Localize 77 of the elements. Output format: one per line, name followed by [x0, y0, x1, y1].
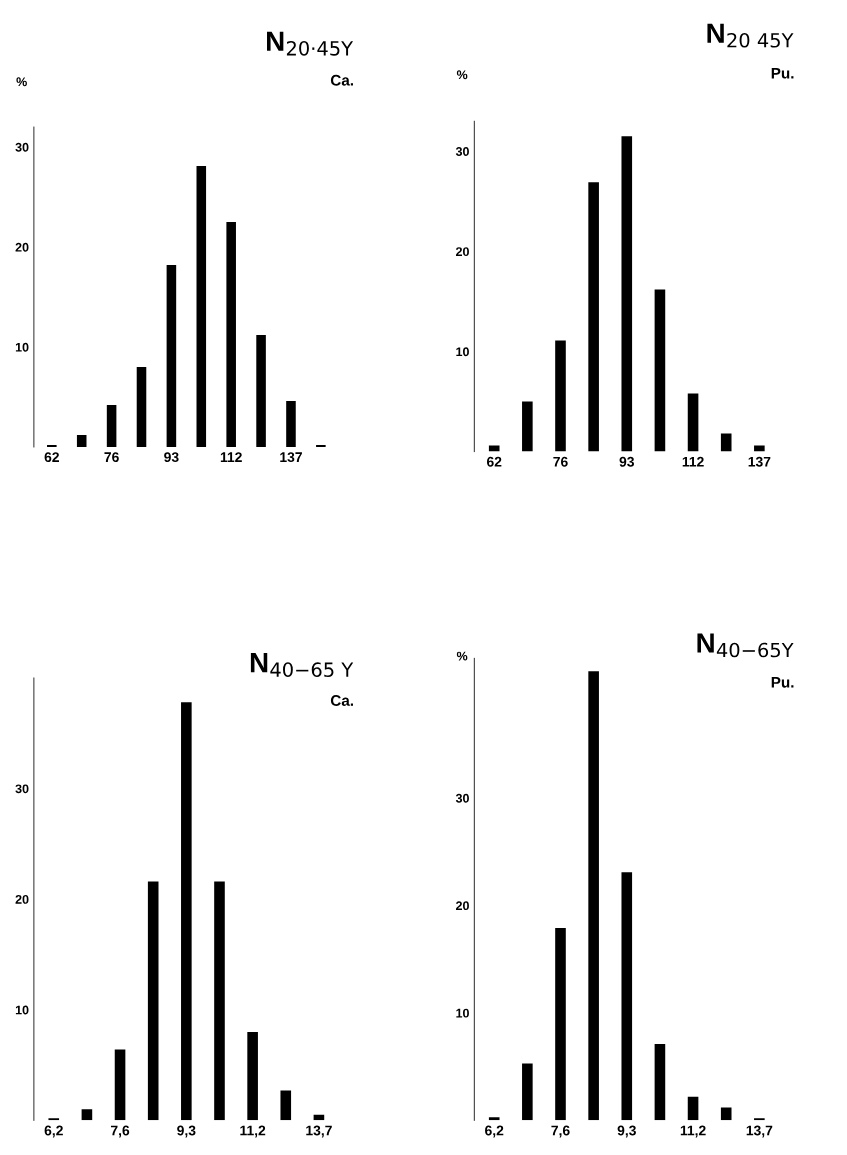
y-tick-label: 10 [456, 1008, 469, 1018]
x-tick-label: 6,2 [485, 1125, 504, 1138]
bar [166, 265, 177, 447]
bar [522, 1063, 533, 1121]
bar [720, 433, 732, 452]
bar [720, 1107, 732, 1121]
chart-title: N$_{20·45Y}$ [267, 31, 354, 56]
x-tick-label: 7,6 [551, 1125, 570, 1138]
text: Pu. [771, 677, 794, 688]
x-tick-label: 11,2 [240, 1125, 266, 1138]
chart-title: N$_{40−65 Y}$ [250, 653, 354, 677]
bar [48, 1118, 60, 1121]
chart-title: N$_{40−65Y}$ [697, 633, 794, 658]
y-tick-label: 30 [15, 142, 29, 152]
x-tick-label: 13,7 [746, 1125, 773, 1138]
x-tick-label: 76 [553, 456, 568, 467]
bar [588, 671, 599, 1121]
bar [147, 881, 159, 1121]
bar [555, 340, 566, 452]
x-tick-label: 62 [486, 456, 502, 467]
x-tick-label: 93 [619, 456, 634, 467]
bar [114, 1049, 126, 1121]
bar [754, 1118, 765, 1121]
bar [555, 928, 566, 1121]
chart-subtitle: Ca. [330, 74, 353, 86]
x-tick-label: 137 [748, 456, 771, 467]
x-tick-label: 62 [44, 452, 59, 463]
bar [621, 136, 633, 452]
y-tick-label: 30 [15, 784, 29, 794]
bar [247, 1031, 258, 1121]
bar [687, 393, 699, 452]
x-tick-label: 9,3 [617, 1125, 636, 1138]
bar [76, 434, 87, 447]
chart-title: N$_{20 45Y}$ [707, 23, 794, 48]
x-tick-label: 11,2 [680, 1125, 706, 1138]
bar [654, 289, 666, 452]
x-tick-label: 7,6 [111, 1125, 130, 1138]
x-tick-label: 6,2 [44, 1125, 63, 1138]
bar [687, 1096, 699, 1121]
y-tick-label: 20 [455, 901, 469, 911]
x-tick-label: 13,7 [306, 1125, 332, 1138]
bar [286, 400, 296, 447]
x-tick-label: 137 [280, 452, 302, 463]
y-tick-label: 10 [15, 342, 29, 352]
x-tick-label: 112 [220, 452, 242, 462]
y-tick-label: 10 [456, 347, 469, 357]
bar [136, 367, 147, 447]
bar [256, 335, 266, 447]
bar [196, 166, 207, 447]
y-tick-label: 20 [455, 247, 469, 257]
bar [316, 444, 326, 447]
y-tick-label: 30 [455, 793, 469, 803]
bar [226, 222, 236, 447]
y-tick-label: 20 [15, 242, 29, 252]
x-tick-label: 93 [164, 452, 179, 463]
y-axis-title: % [456, 651, 468, 661]
bar [214, 881, 225, 1121]
y-tick-label: 30 [455, 147, 469, 156]
x-tick-label: 9,3 [177, 1125, 196, 1138]
bar [588, 182, 599, 452]
bar [280, 1090, 292, 1121]
y-tick-label: 10 [15, 1005, 29, 1015]
y-axis-title: % [456, 70, 468, 80]
y-tick-label: 20 [15, 894, 29, 904]
bar [47, 444, 57, 447]
bar [181, 702, 192, 1121]
bar [654, 1044, 666, 1121]
bar [522, 401, 533, 452]
bar [621, 872, 633, 1121]
y-axis-title: % [16, 77, 27, 87]
x-tick-label: 112 [682, 456, 704, 467]
text: Ca. [330, 695, 353, 706]
bar [106, 404, 117, 447]
bar [488, 1117, 500, 1121]
chart-subtitle: Pu. [771, 67, 794, 79]
bar [81, 1109, 93, 1121]
x-tick-label: 76 [104, 452, 119, 463]
